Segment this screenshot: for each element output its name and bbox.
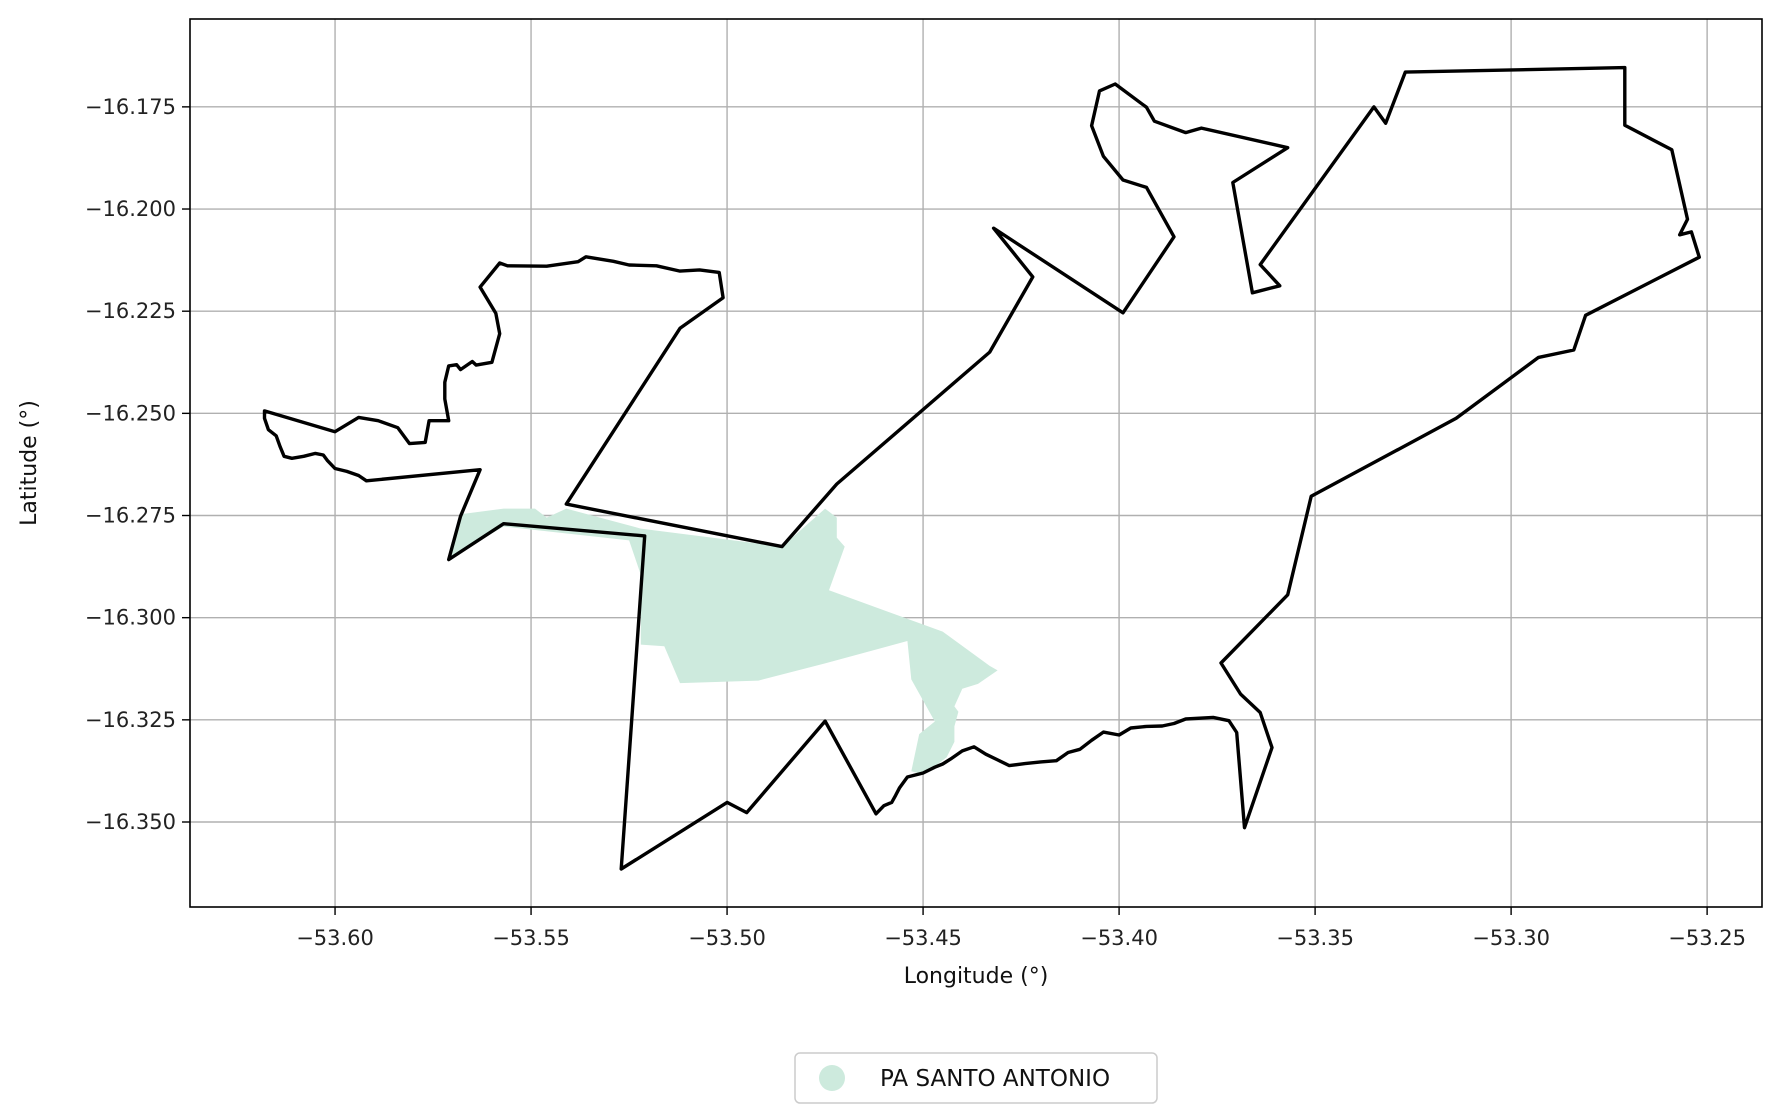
- legend-frame: [794, 1052, 1158, 1104]
- x-tick-label: −53.40: [1080, 926, 1158, 950]
- plot-frame: [189, 18, 1763, 908]
- boundary-outline: [262, 65, 1701, 871]
- x-tick-label: −53.35: [1276, 926, 1354, 950]
- pa-santo-antonio-polygon: [448, 508, 998, 774]
- x-axis-label: Longitude (°): [904, 964, 1049, 989]
- x-tick-label: −53.60: [296, 926, 374, 950]
- y-axis-label: Latitude (°): [17, 400, 42, 526]
- y-tick-label: −16.250: [85, 401, 176, 425]
- y-tick-label: −16.275: [85, 504, 176, 528]
- boundary-polygon: [262, 65, 1701, 871]
- y-tick-label: −16.225: [85, 299, 176, 323]
- y-tick-label: −16.350: [85, 810, 176, 834]
- legend-marker: [819, 1065, 845, 1091]
- y-tick-label: −16.325: [85, 708, 176, 732]
- pa-santo-antonio-area: [448, 508, 998, 774]
- y-tick-label: −16.300: [85, 606, 176, 630]
- legend-label: PA SANTO ANTONIO: [880, 1066, 1110, 1092]
- x-tick-label: −53.55: [492, 926, 570, 950]
- x-tick-label: −53.45: [884, 926, 962, 950]
- y-tick-label: −16.200: [85, 197, 176, 221]
- x-tick-label: −53.50: [688, 926, 766, 950]
- x-axis-ticks: −53.60 −53.55 −53.50 −53.45 −53.40 −53.35 −53.…: [296, 907, 1746, 950]
- y-axis-ticks: −16.175 −16.200 −16.225 −16.250 −16.275 −16.3…: [85, 95, 190, 834]
- grid-lines: [190, 19, 1762, 907]
- y-tick-label: −16.175: [85, 95, 176, 119]
- legend: PA SANTO ANTONIO: [794, 1052, 1158, 1104]
- x-tick-label: −53.30: [1472, 926, 1550, 950]
- x-tick-label: −53.25: [1668, 926, 1746, 950]
